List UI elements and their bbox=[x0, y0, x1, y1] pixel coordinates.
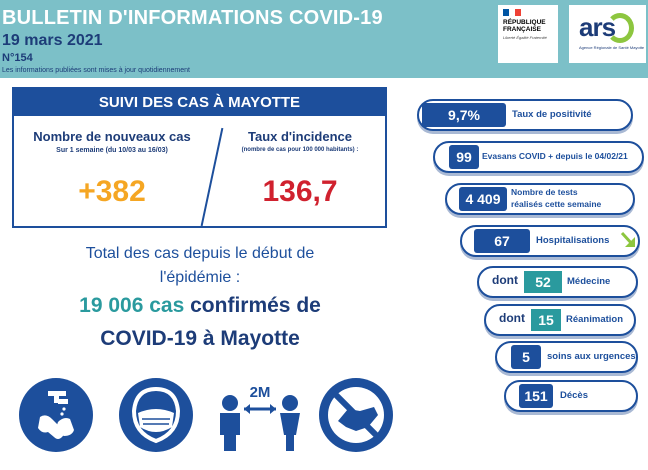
header-banner: BULLETIN D'INFORMATIONS COVID-19 19 mars… bbox=[0, 0, 648, 78]
positivity-card: 9,7% Taux de positivité bbox=[417, 99, 633, 131]
total-line-1: Total des cas depuis le début de bbox=[85, 245, 315, 262]
ars-name: ars bbox=[579, 12, 616, 42]
new-cases-label: Nombre de nouveaux cas bbox=[33, 129, 191, 144]
deces-value: 151 bbox=[519, 384, 553, 408]
face-mask-icon bbox=[119, 378, 193, 452]
urgences-value: 5 bbox=[511, 345, 541, 369]
bulletin-title: BULLETIN D'INFORMATIONS COVID-19 bbox=[2, 7, 383, 29]
hospitalisations-value: 67 bbox=[474, 229, 530, 253]
medecine-label: Médecine bbox=[567, 276, 611, 287]
rf-line1: RÉPUBLIQUE bbox=[503, 19, 546, 26]
rf-line2: FRANÇAISE bbox=[503, 26, 541, 33]
ars-logo: ars Agence Régionale de Santé Mayotte bbox=[569, 5, 646, 63]
tests-value: 4 409 bbox=[459, 187, 507, 211]
update-note: Les informations publiées sont mises à j… bbox=[2, 67, 190, 74]
total-count-line: 19 006 cas confirmés de bbox=[0, 294, 400, 318]
ars-swoosh-icon bbox=[606, 13, 634, 43]
urgences-card: 5 soins aux urgences bbox=[495, 341, 638, 373]
hospitalisations-card: 67 Hospitalisations bbox=[460, 225, 640, 257]
medecine-value: 52 bbox=[524, 271, 562, 293]
reanimation-value: 15 bbox=[531, 309, 561, 331]
bulletin-number: N°154 bbox=[2, 52, 33, 64]
social-distancing-icon: 2M bbox=[220, 384, 300, 451]
total-case-count: 19 006 cas bbox=[79, 294, 185, 317]
reanimation-label: Réanimation bbox=[566, 314, 624, 325]
bulletin-date: 19 mars 2021 bbox=[2, 32, 103, 49]
urgences-label: soins aux urgences bbox=[547, 351, 636, 362]
total-line-4: COVID-19 à Mayotte bbox=[100, 327, 300, 350]
french-flag-icon bbox=[503, 9, 521, 16]
deces-card: 151 Décès bbox=[504, 380, 638, 412]
trend-down-arrow-icon bbox=[620, 231, 635, 247]
new-cases-value: +382 bbox=[78, 175, 146, 208]
positivity-value: 9,7% bbox=[422, 103, 506, 127]
medecine-card: dont 52 Médecine bbox=[477, 266, 638, 298]
deces-label: Décès bbox=[560, 390, 588, 401]
reanimation-prefix: dont bbox=[499, 311, 525, 325]
no-handshake-icon bbox=[319, 378, 393, 452]
case-tracking-title: SUIVI DES CAS À MAYOTTE bbox=[14, 89, 385, 116]
incidence-unit: (nombre de cas pour 100 000 habitants) : bbox=[241, 147, 359, 153]
tests-card: 4 409 Nombre de tests réalisés cette sem… bbox=[445, 183, 635, 215]
case-tracking-box: SUIVI DES CAS À MAYOTTE Nombre de nouvea… bbox=[12, 87, 387, 228]
positivity-label: Taux de positivité bbox=[512, 109, 592, 120]
tests-label-1: Nombre de tests bbox=[511, 187, 578, 197]
republique-francaise-logo: RÉPUBLIQUE FRANÇAISE Liberté Égalité Fra… bbox=[498, 5, 558, 63]
evasans-label: Evasans COVID + depuis le 04/02/21 bbox=[482, 151, 628, 161]
incidence-label: Taux d'incidence bbox=[248, 129, 352, 144]
total-line-2: l'épidémie : bbox=[159, 269, 241, 286]
ars-subtitle: Agence Régionale de Santé Mayotte bbox=[579, 45, 645, 50]
reanimation-card: dont 15 Réanimation bbox=[484, 304, 636, 336]
incidence-value: 136,7 bbox=[262, 175, 338, 208]
rf-motto: Liberté Égalité Fraternité bbox=[503, 35, 547, 40]
tests-label-2: réalisés cette semaine bbox=[511, 199, 602, 209]
new-cases-period: Sur 1 semaine (du 10/03 au 16/03) bbox=[56, 147, 168, 154]
evasans-card: 99 Evasans COVID + depuis le 04/02/21 bbox=[433, 141, 644, 173]
hospitalisations-label: Hospitalisations bbox=[536, 235, 610, 246]
distance-label: 2M bbox=[250, 384, 271, 401]
total-count-suffix: confirmés de bbox=[184, 294, 321, 317]
hand-washing-icon bbox=[19, 378, 93, 452]
evasans-value: 99 bbox=[449, 145, 479, 169]
medecine-prefix: dont bbox=[492, 273, 518, 287]
